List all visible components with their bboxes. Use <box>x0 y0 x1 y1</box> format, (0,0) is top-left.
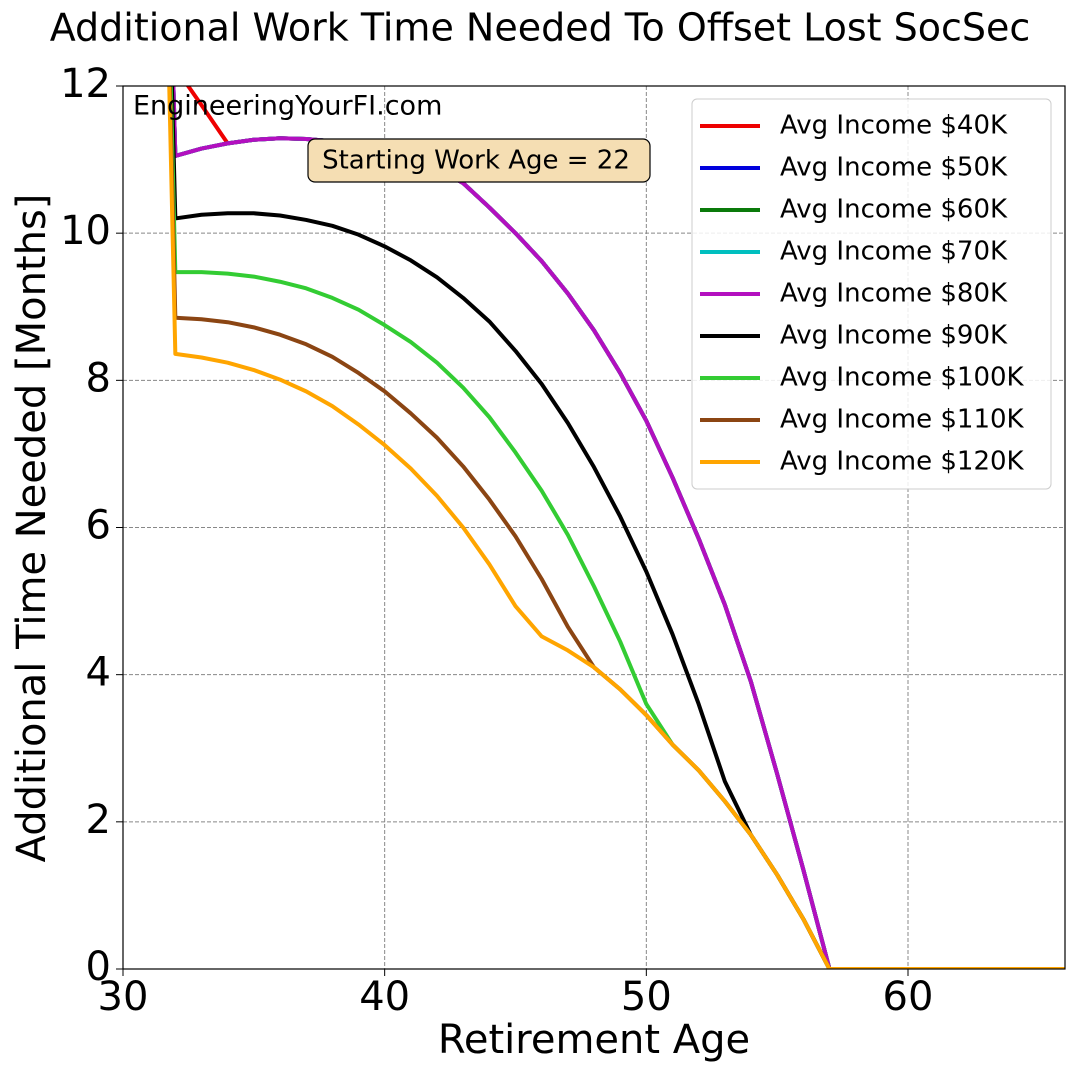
legend-box <box>691 98 1052 490</box>
y-tick-label: 4 <box>86 650 111 696</box>
legend: Avg Income $40K Avg Income $50K Avg Income… <box>691 98 1052 490</box>
legend-label: Avg Income $70K <box>780 237 1008 267</box>
legend-label: Avg Income $80K <box>780 279 1008 309</box>
x-axis-label: Retirement Age <box>438 1017 750 1063</box>
legend-label: Avg Income $110K <box>780 405 1025 435</box>
legend-label: Avg Income $120K <box>780 447 1025 477</box>
legend-label: Avg Income $90K <box>780 321 1008 351</box>
annotation-box <box>307 138 651 183</box>
x-tick-label: 40 <box>359 974 410 1020</box>
chart-title: Additional Work Time Needed To Offset Lo… <box>50 6 1031 50</box>
y-tick-label: 6 <box>86 503 111 549</box>
annotation: Starting Work Age = 22 <box>322 146 630 176</box>
series-line <box>167 86 1065 969</box>
legend-label: Avg Income $40K <box>780 111 1008 141</box>
y-tick-label: 0 <box>86 944 111 990</box>
y-tick-label: 12 <box>60 61 111 107</box>
x-tick-label: 50 <box>621 974 672 1020</box>
x-tick-label: 30 <box>98 974 149 1020</box>
plot-lines <box>167 86 1065 969</box>
y-tick-label: 8 <box>86 355 111 401</box>
legend-label: Avg Income $100K <box>780 363 1025 393</box>
legend-label: Avg Income $60K <box>780 195 1008 225</box>
legend-label: Avg Income $50K <box>780 153 1008 183</box>
series-line <box>168 86 1065 969</box>
series-line <box>169 86 1065 969</box>
watermark: EngineeringYourFI.com <box>133 91 442 122</box>
y-tick-label: 2 <box>86 797 111 843</box>
y-axis-label: Additional Time Needed [Months] <box>9 194 55 863</box>
series-line <box>171 86 1065 969</box>
y-tick-label: 10 <box>60 208 111 254</box>
x-tick-label: 60 <box>883 974 934 1020</box>
